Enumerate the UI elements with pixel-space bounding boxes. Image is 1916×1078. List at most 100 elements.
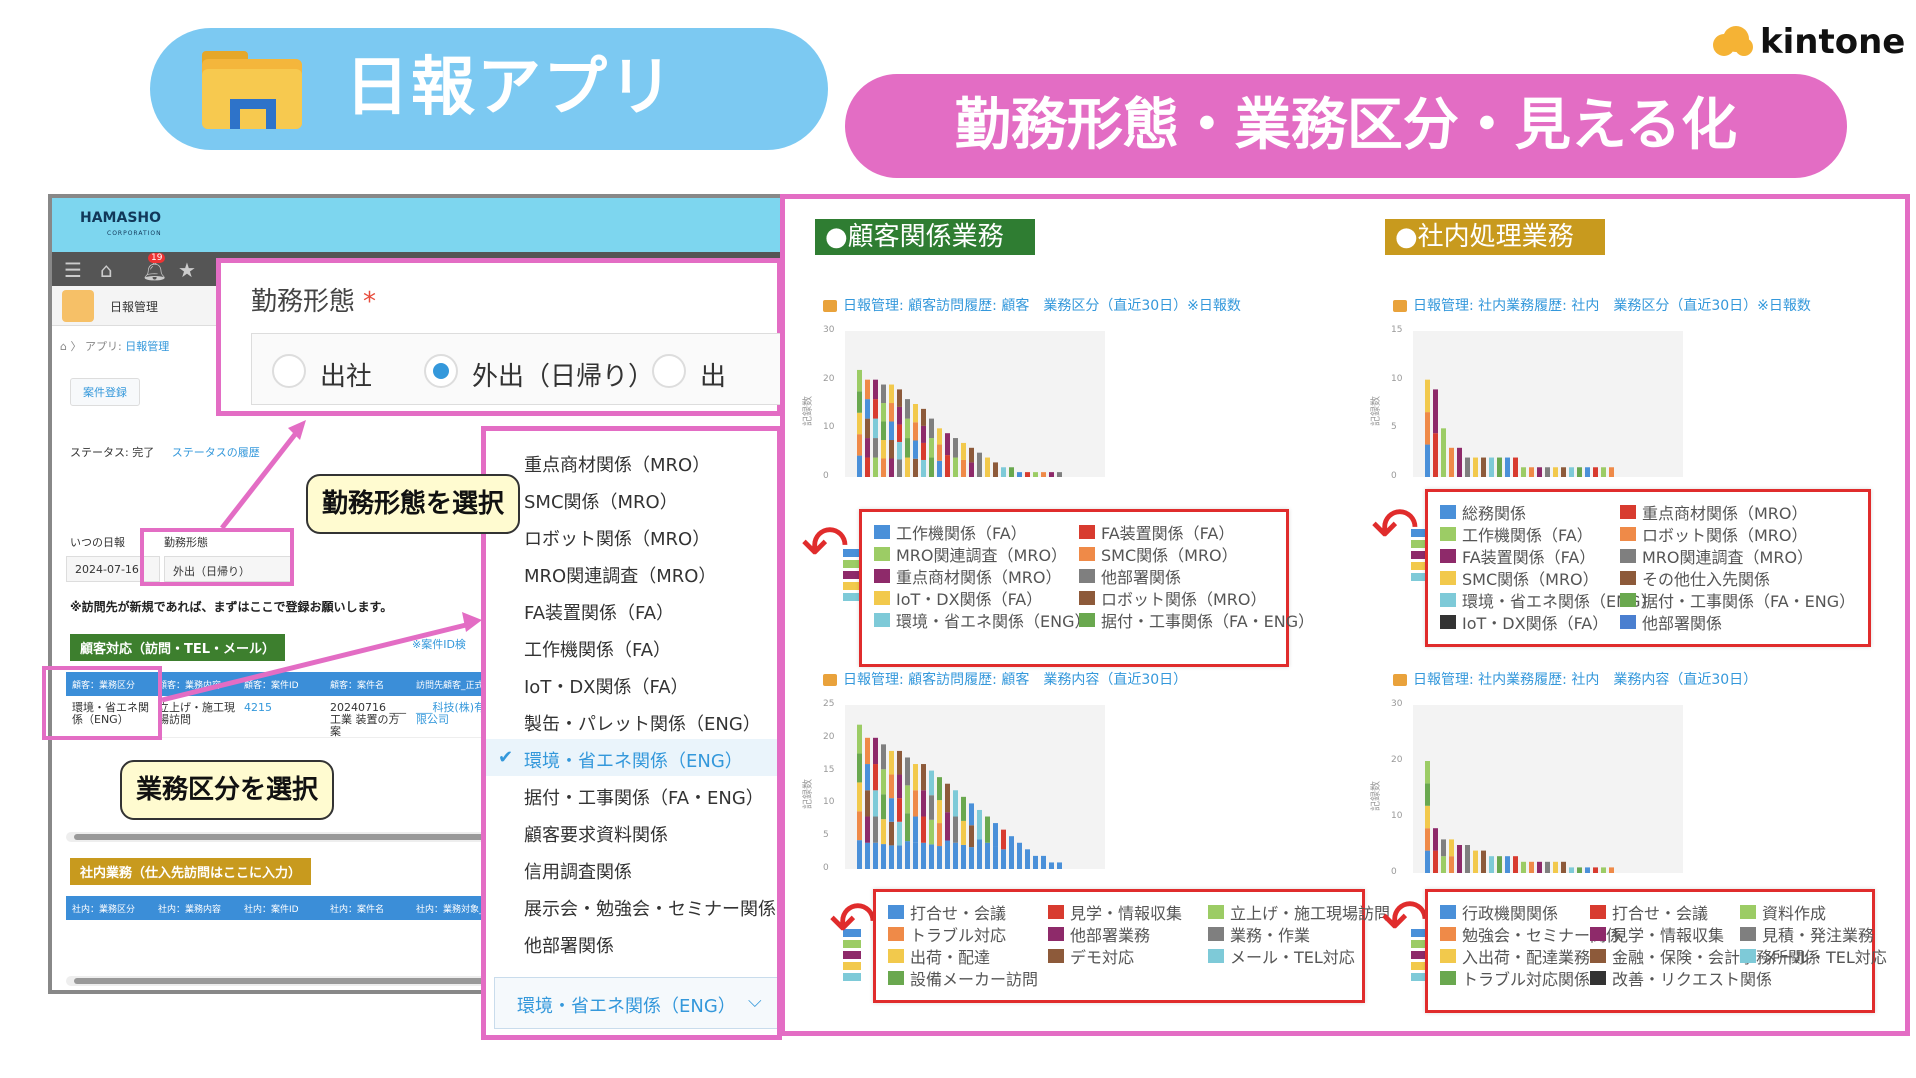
chart-bar[interactable]	[1001, 829, 1006, 850]
chart-bar[interactable]	[865, 418, 870, 439]
radio-outing-selected[interactable]	[424, 354, 458, 388]
chart-bar[interactable]	[1449, 856, 1454, 873]
chart-bar[interactable]	[1001, 849, 1006, 869]
legend-item[interactable]: 他部署関係	[1079, 564, 1181, 588]
chart-bar[interactable]	[857, 391, 862, 413]
chart-bar[interactable]	[881, 440, 886, 459]
chart-bar[interactable]	[1449, 839, 1454, 857]
chart-bar[interactable]	[945, 783, 950, 813]
chart-bar[interactable]	[961, 844, 966, 869]
chart-bar[interactable]	[873, 379, 878, 400]
chart-bar[interactable]	[1057, 862, 1062, 869]
chart-bar[interactable]	[1009, 467, 1014, 477]
date-value[interactable]: 2024-07-16	[66, 556, 160, 582]
chart-bar[interactable]	[873, 399, 878, 419]
chart-bar[interactable]	[929, 844, 934, 869]
chart-bar[interactable]	[985, 816, 990, 843]
dropdown-item[interactable]: ロボット関係（MRO）	[524, 529, 711, 550]
chart-bar[interactable]	[1553, 861, 1558, 873]
chart-bar[interactable]	[1433, 850, 1438, 873]
legend-item[interactable]: 打合せ・会議	[1590, 900, 1708, 924]
legend-item[interactable]: 勉強会・セミナー関係	[1440, 922, 1622, 946]
chart-bar[interactable]	[865, 438, 870, 458]
legend-item[interactable]: SMC関係（MRO）	[1440, 566, 1599, 590]
dropdown-item[interactable]: IoT・DX関係（FA）	[524, 677, 689, 698]
chart-bar[interactable]	[905, 438, 910, 458]
legend-item[interactable]: 設備メーカー訪問	[888, 966, 1038, 990]
chart-bar[interactable]	[937, 444, 942, 461]
chart-bar[interactable]	[929, 438, 934, 458]
chart-bar[interactable]	[921, 816, 926, 843]
chart-bar[interactable]	[889, 845, 894, 869]
chart-bar[interactable]	[953, 842, 958, 869]
legend-item[interactable]: IoT・DX関係（FA）	[1440, 610, 1608, 634]
chart-bar[interactable]	[1561, 467, 1566, 477]
chart-bar[interactable]	[1033, 472, 1038, 477]
chart-bar[interactable]	[897, 798, 902, 822]
chart-bar[interactable]	[857, 369, 862, 392]
chart-bar[interactable]	[953, 438, 958, 458]
chart-bar[interactable]	[945, 812, 950, 841]
chart-bar[interactable]	[889, 403, 894, 422]
chart-bar[interactable]	[881, 458, 886, 477]
legend-item[interactable]: MRO関連調査（MRO）	[1620, 544, 1813, 568]
breadcrumb-link[interactable]: 日報管理	[125, 340, 170, 353]
chart-bar[interactable]	[1569, 467, 1574, 477]
dropdown-item[interactable]: 他部署関係	[524, 936, 614, 957]
chart-bar[interactable]	[1449, 447, 1454, 477]
chart-bar[interactable]	[865, 379, 870, 400]
chart-bar[interactable]	[977, 839, 982, 869]
legend-item[interactable]: 業務・作業	[1208, 922, 1310, 946]
legend-item[interactable]: 金融・保険・会計事務所関係	[1590, 944, 1820, 968]
chart-bar[interactable]	[1049, 472, 1054, 477]
legend-item[interactable]: その他仕入先関係	[1620, 566, 1770, 590]
chart-bar[interactable]	[889, 774, 894, 799]
chart-bar[interactable]	[937, 823, 942, 847]
radio-trip[interactable]	[652, 354, 686, 388]
legend-item[interactable]: 立上げ・施工現場訪問	[1208, 900, 1390, 924]
chart-bar[interactable]	[921, 842, 926, 869]
chart-bar[interactable]	[1441, 856, 1446, 873]
chart-bar[interactable]	[929, 418, 934, 439]
chart-bar[interactable]	[857, 412, 862, 435]
legend-item[interactable]: 資料作成	[1740, 900, 1826, 924]
chart-bar[interactable]	[857, 782, 862, 812]
legend-item[interactable]: トラブル対応関係	[1440, 966, 1590, 990]
chart-bar[interactable]	[1585, 867, 1590, 873]
chart-bar[interactable]	[953, 457, 958, 477]
chart-bar[interactable]	[921, 408, 926, 426]
chart-bar[interactable]	[985, 457, 990, 477]
chart-bar[interactable]	[1433, 828, 1438, 851]
legend-item[interactable]: ロボット関係（MRO）	[1079, 586, 1267, 610]
chart-bar[interactable]	[1537, 467, 1542, 477]
chart-bar[interactable]	[913, 440, 918, 459]
chart-bar[interactable]	[889, 384, 894, 404]
dropdown-item[interactable]: 据付・工事関係（FA・ENG）	[524, 788, 764, 809]
chart-bar[interactable]	[873, 816, 878, 843]
dropdown-item[interactable]: 工作機関係（FA）	[524, 640, 672, 661]
dropdown-item[interactable]: MRO関連調査（MRO）	[524, 566, 717, 587]
chart-bar[interactable]	[1049, 862, 1054, 869]
chart-bar[interactable]	[1457, 447, 1462, 477]
dropdown-item[interactable]: 展示会・勉強会・セミナー関係	[524, 899, 776, 920]
chart-bar[interactable]	[873, 457, 878, 477]
chart-bar[interactable]	[1529, 861, 1534, 873]
scrollbar-thumb[interactable]	[74, 834, 524, 840]
chart-bar[interactable]	[1441, 839, 1446, 857]
legend-item[interactable]: 行政機関関係	[1440, 900, 1558, 924]
chart-bar[interactable]	[905, 399, 910, 419]
chart-bar[interactable]	[1017, 472, 1022, 477]
chart-bar[interactable]	[881, 744, 886, 770]
dropdown-item[interactable]: SMC関係（MRO）	[524, 492, 678, 513]
chart-bar[interactable]	[897, 774, 902, 799]
chart-bar[interactable]	[1425, 412, 1430, 445]
chart-bar[interactable]	[1425, 805, 1430, 829]
chart-bar[interactable]	[993, 846, 998, 869]
chart-bar[interactable]	[1553, 467, 1558, 477]
legend-item[interactable]: 工作機関係（FA）	[874, 520, 1027, 544]
legend-item[interactable]: FA装置関係（FA）	[1440, 544, 1595, 568]
chart-bar[interactable]	[905, 418, 910, 439]
chart-bar[interactable]	[889, 440, 894, 459]
chart-bar[interactable]	[921, 764, 926, 791]
legend-item[interactable]: 入出荷・配達業務	[1440, 944, 1590, 968]
